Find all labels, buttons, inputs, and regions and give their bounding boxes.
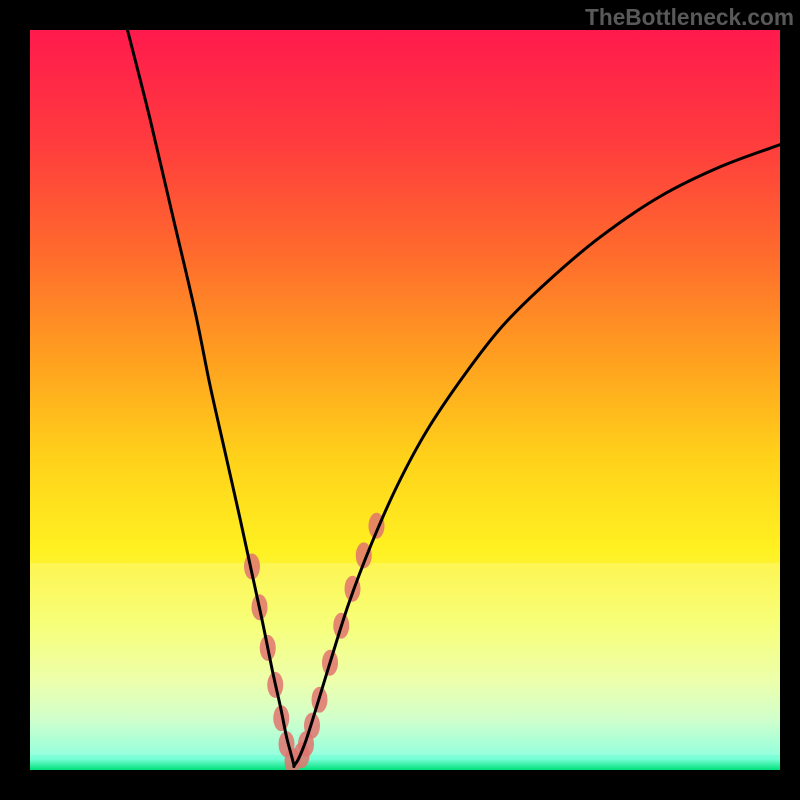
watermark-text: TheBottleneck.com [585,4,794,31]
plot-area [30,30,780,770]
bottleneck-curve [128,30,781,767]
chart-overlay [30,30,780,770]
frame: TheBottleneck.com [0,0,800,800]
